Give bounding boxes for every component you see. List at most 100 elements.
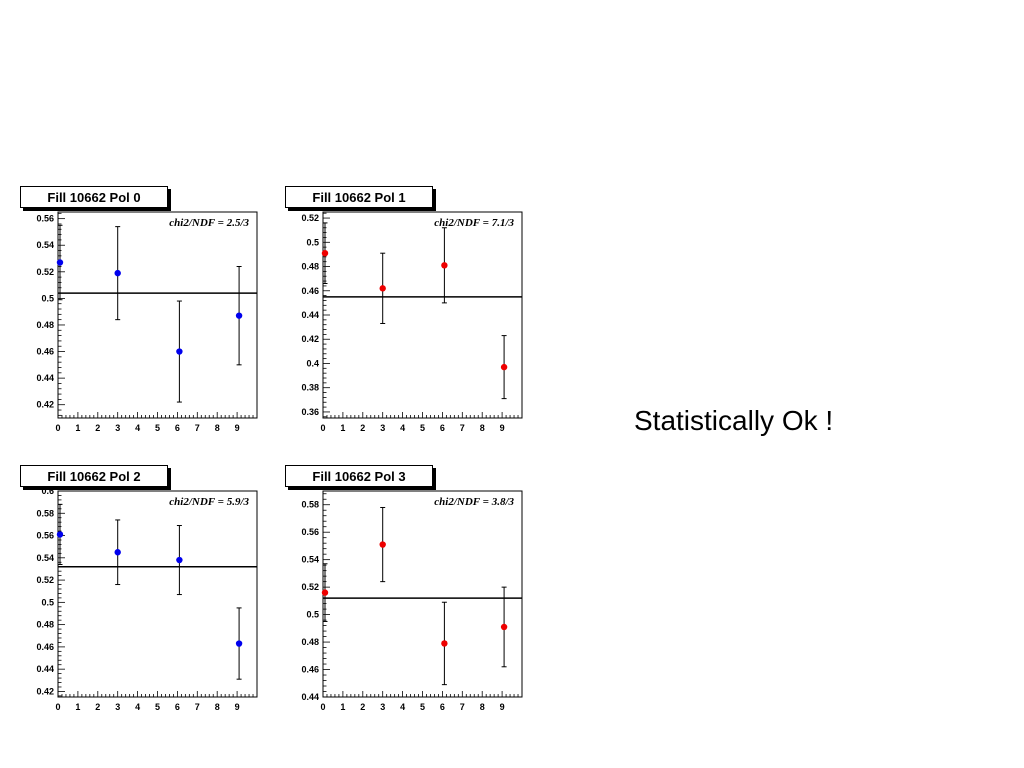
- y-tick-label: 0.46: [301, 286, 319, 296]
- y-tick-label: 0.44: [301, 692, 319, 702]
- chart-title-pol0: Fill 10662 Pol 0: [20, 186, 168, 208]
- x-tick-label: 8: [215, 423, 220, 433]
- chart-panel-pol3: chi2/NDF = 3.8/3 0 1 2 3 4 5 6 7 8 9 0.44 0.46 0.48 0.…: [285, 465, 530, 715]
- y-tick-label: 0.56: [36, 214, 54, 224]
- plot-frame: [57, 490, 258, 698]
- x-tick-label: 2: [95, 702, 100, 712]
- x-tick-label: 8: [480, 702, 485, 712]
- y-tick-label: 0.42: [36, 686, 54, 696]
- y-tick-label: 0.44: [36, 664, 54, 674]
- x-tick-label: 6: [175, 702, 180, 712]
- y-tick-label: 0.48: [301, 637, 319, 647]
- y-tick-label: 0.6: [41, 486, 54, 496]
- y-tick-label: 0.56: [36, 531, 54, 541]
- x-tick-label: 1: [75, 702, 80, 712]
- x-tick-label: 2: [360, 702, 365, 712]
- x-tick-label: 0: [55, 423, 60, 433]
- x-tick-label: 9: [500, 702, 505, 712]
- y-tick-label: 0.48: [36, 620, 54, 630]
- x-tick-label: 4: [135, 423, 140, 433]
- x-tick-label: 4: [400, 423, 405, 433]
- x-tick-label: 2: [95, 423, 100, 433]
- x-tick-label: 9: [500, 423, 505, 433]
- x-tick-label: 3: [380, 423, 385, 433]
- y-tick-label: 0.48: [301, 262, 319, 272]
- data-point: [114, 269, 121, 277]
- x-tick-label: 1: [75, 423, 80, 433]
- y-tick-label: 0.46: [36, 347, 54, 357]
- data-point: [441, 262, 448, 269]
- y-tick-label: 0.52: [301, 582, 319, 592]
- y-tick-label: 0.38: [301, 383, 319, 393]
- chi2-annotation: chi2/NDF = 5.9/3: [169, 496, 249, 508]
- x-tick-label: 3: [115, 702, 120, 712]
- y-tick-label: 0.48: [36, 320, 54, 330]
- x-tick-label: 2: [360, 423, 365, 433]
- data-point: [500, 363, 508, 371]
- x-tick-label: 4: [135, 702, 140, 712]
- chi2-annotation: chi2/NDF = 2.5/3: [169, 217, 249, 229]
- y-tick-label: 0.54: [301, 555, 319, 565]
- data-point: [379, 285, 386, 292]
- chart-svg-pol2: chi2/NDF = 5.9/3 0 1 2 3 4 5 6 7 8 9 0.42 0.44 0.46 0.…: [36, 486, 258, 712]
- plot-frame: [57, 211, 258, 419]
- data-point: [321, 589, 329, 596]
- x-tick-label: 7: [195, 702, 200, 712]
- x-tick-label: 1: [340, 702, 345, 712]
- data-point: [176, 556, 183, 564]
- y-tick-label: 0.44: [301, 310, 319, 320]
- x-tick-label: 9: [235, 423, 240, 433]
- chart-panel-pol1: chi2/NDF = 7.1/3 0 1 2 3 4 5 6 7 8 9 0.36 0.38 0.4 0.4…: [285, 186, 530, 436]
- x-tick-label: 3: [115, 423, 120, 433]
- chart-panel-pol0: chi2/NDF = 2.5/3 0 1 2 3 4 5 6 7 8 9 0.42 0.44 0.46 0.…: [20, 186, 265, 436]
- y-tick-label: 0.58: [36, 508, 54, 518]
- y-tick-label: 0.42: [36, 400, 54, 410]
- plot-frame: [322, 211, 523, 419]
- y-tick-label: 0.54: [36, 240, 54, 250]
- y-tick-label: 0.56: [301, 527, 319, 537]
- x-tick-label: 3: [380, 702, 385, 712]
- x-tick-label: 7: [195, 423, 200, 433]
- y-tick-label: 0.42: [301, 334, 319, 344]
- data-point: [235, 640, 243, 647]
- data-point: [379, 541, 386, 548]
- x-tick-label: 6: [440, 702, 445, 712]
- x-tick-label: 5: [420, 423, 425, 433]
- data-point: [321, 250, 329, 257]
- chi2-annotation: chi2/NDF = 7.1/3: [434, 217, 514, 229]
- x-tick-label: 9: [235, 702, 240, 712]
- y-tick-label: 0.52: [301, 213, 319, 223]
- chart-svg-pol0: chi2/NDF = 2.5/3 0 1 2 3 4 5 6 7 8 9 0.42 0.44 0.46 0.…: [36, 211, 258, 433]
- y-tick-label: 0.46: [36, 642, 54, 652]
- x-tick-label: 5: [155, 702, 160, 712]
- y-tick-label: 0.54: [36, 553, 54, 563]
- chart-title-pol2: Fill 10662 Pol 2: [20, 465, 168, 487]
- y-tick-label: 0.5: [41, 597, 54, 607]
- chart-title-pol1: Fill 10662 Pol 1: [285, 186, 433, 208]
- data-point: [500, 623, 508, 631]
- data-point: [176, 348, 183, 355]
- x-tick-label: 5: [155, 423, 160, 433]
- x-tick-label: 7: [460, 423, 465, 433]
- data-point: [56, 531, 64, 538]
- chart-panel-pol2: chi2/NDF = 5.9/3 0 1 2 3 4 5 6 7 8 9 0.42 0.44 0.46 0.…: [20, 465, 265, 715]
- x-tick-label: 0: [320, 702, 325, 712]
- y-tick-label: 0.5: [306, 610, 319, 620]
- y-tick-label: 0.52: [36, 575, 54, 585]
- data-point: [56, 259, 64, 266]
- y-tick-label: 0.46: [301, 665, 319, 675]
- x-tick-label: 1: [340, 423, 345, 433]
- y-tick-label: 0.36: [301, 407, 319, 417]
- y-tick-label: 0.44: [36, 373, 54, 383]
- chart-svg-pol1: chi2/NDF = 7.1/3 0 1 2 3 4 5 6 7 8 9 0.36 0.38 0.4 0.4…: [301, 211, 523, 433]
- x-tick-label: 6: [175, 423, 180, 433]
- y-tick-label: 0.58: [301, 500, 319, 510]
- x-tick-label: 0: [55, 702, 60, 712]
- data-point: [235, 312, 243, 319]
- x-tick-label: 8: [215, 702, 220, 712]
- chi2-annotation: chi2/NDF = 3.8/3: [434, 496, 514, 508]
- y-tick-label: 0.52: [36, 267, 54, 277]
- y-tick-label: 0.4: [306, 358, 319, 368]
- x-tick-label: 5: [420, 702, 425, 712]
- y-tick-label: 0.5: [306, 237, 319, 247]
